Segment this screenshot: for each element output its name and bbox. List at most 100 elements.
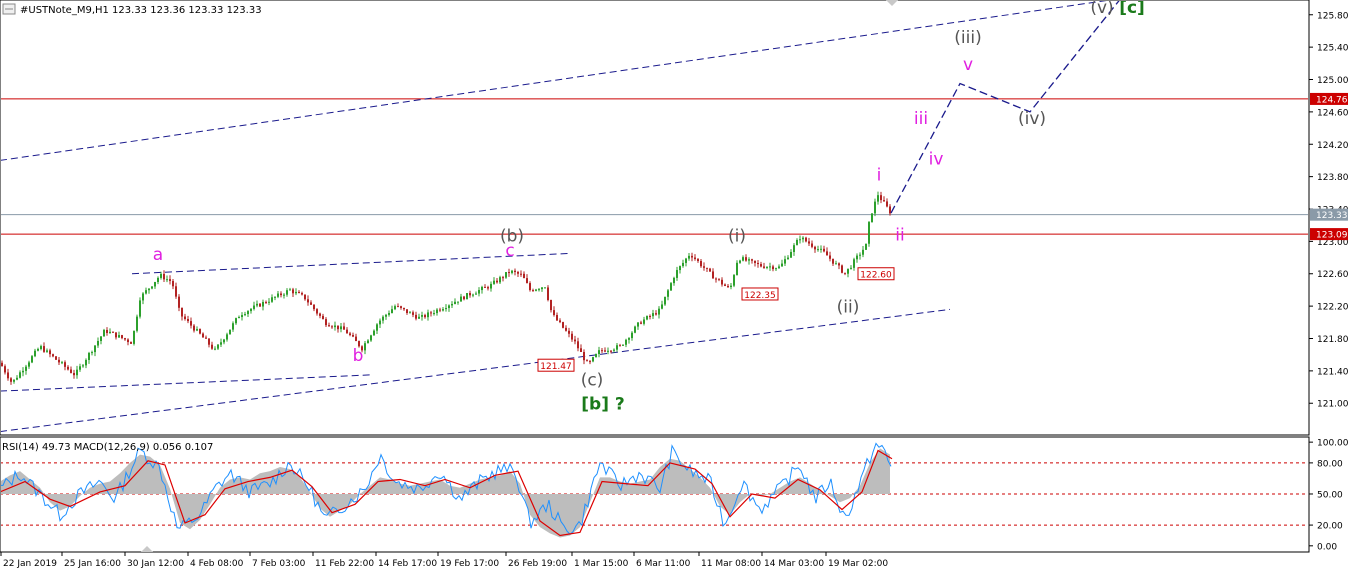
candle-body <box>727 285 729 288</box>
candle <box>148 288 150 294</box>
candle <box>376 323 378 334</box>
candle-body <box>775 268 777 270</box>
price-tick-label: 122.60 <box>1317 270 1349 280</box>
candle-body <box>280 293 282 296</box>
candle-body <box>172 280 174 287</box>
candle-body <box>433 313 435 315</box>
candle <box>478 287 480 297</box>
candle-body <box>838 263 840 266</box>
candle-body <box>256 303 258 306</box>
candle <box>226 332 228 342</box>
candle <box>22 367 24 377</box>
candle <box>199 328 201 335</box>
time-tick-label: 25 Jan 16:00 <box>64 559 121 569</box>
candle <box>769 262 771 271</box>
candle-body <box>823 248 825 252</box>
candle-body <box>499 277 501 283</box>
candle-body <box>724 284 726 286</box>
candle-body <box>547 287 549 300</box>
candle <box>94 345 96 357</box>
time-tick-label: 19 Feb 17:00 <box>440 559 499 569</box>
candle-body <box>451 303 453 306</box>
candle <box>403 307 405 311</box>
wave-label: [c] <box>1119 0 1145 18</box>
candle-body <box>127 339 129 343</box>
candle <box>7 368 9 381</box>
candle <box>220 338 222 347</box>
candle <box>280 291 282 298</box>
scroll-marker-bottom-icon[interactable] <box>141 546 153 552</box>
candle-body <box>34 350 36 357</box>
candle <box>268 298 270 306</box>
candle-body <box>49 350 51 355</box>
candle-body <box>472 294 474 296</box>
candle-body <box>550 299 552 311</box>
candle-body <box>670 283 672 291</box>
candle <box>832 258 834 267</box>
candle <box>559 318 561 324</box>
candle-body <box>598 350 600 355</box>
candle <box>58 357 60 366</box>
candle-body <box>469 293 471 296</box>
price-tick-label: 123.00 <box>1317 238 1349 248</box>
scroll-marker-top-icon[interactable] <box>886 0 898 6</box>
candle <box>64 360 66 371</box>
time-tick-label: 26 Feb 19:00 <box>508 559 567 569</box>
candle <box>307 295 309 306</box>
price-pane[interactable] <box>0 0 1310 436</box>
candle-body <box>817 249 819 251</box>
candle-body <box>835 263 837 265</box>
candle <box>85 358 87 369</box>
candle <box>400 305 402 310</box>
channel-line[interactable] <box>131 253 569 275</box>
candle-body <box>562 322 564 328</box>
candle-body <box>307 299 309 303</box>
candle-body <box>439 309 441 311</box>
candle-body <box>199 329 201 334</box>
candle-body <box>592 357 594 362</box>
candle <box>883 196 885 202</box>
candle <box>631 331 633 341</box>
candle-body <box>328 325 330 327</box>
wave-label: b <box>353 346 364 366</box>
candle-body <box>736 262 738 276</box>
indicator-pane[interactable] <box>0 436 1310 553</box>
channel-line[interactable] <box>0 308 951 432</box>
candle <box>238 315 240 319</box>
candle <box>610 349 612 354</box>
candle-body <box>769 266 771 268</box>
candle-body <box>601 350 603 352</box>
candle-body <box>184 316 186 320</box>
candle <box>721 277 723 287</box>
candle-body <box>151 286 153 289</box>
axis-tag-current-price <box>1310 208 1348 221</box>
candle <box>247 310 249 318</box>
candle <box>583 349 585 365</box>
candle-body <box>436 309 438 314</box>
candle-body <box>145 290 147 294</box>
wave-label: v <box>963 55 973 75</box>
candle <box>76 365 78 379</box>
candle <box>877 191 879 205</box>
wave-label: (ii) <box>837 298 860 318</box>
candle-body <box>334 325 336 328</box>
candle-body <box>418 316 420 319</box>
candle <box>460 293 462 302</box>
indicator-tick-label: 50.00 <box>1317 490 1343 500</box>
channel-line[interactable] <box>0 374 371 392</box>
candle-body <box>265 301 267 303</box>
candle <box>139 297 141 319</box>
candle-body <box>235 318 237 324</box>
wave-projection-line[interactable] <box>890 0 1122 214</box>
candle <box>322 313 324 320</box>
candle <box>847 268 849 278</box>
price-tick-label: 121.80 <box>1317 335 1349 345</box>
candle <box>130 341 132 344</box>
candle-body <box>190 321 192 326</box>
candle <box>862 245 864 258</box>
candle <box>196 326 198 332</box>
price-tick-label: 124.20 <box>1317 141 1349 151</box>
candle <box>298 290 300 294</box>
channel-line[interactable] <box>0 0 1120 161</box>
